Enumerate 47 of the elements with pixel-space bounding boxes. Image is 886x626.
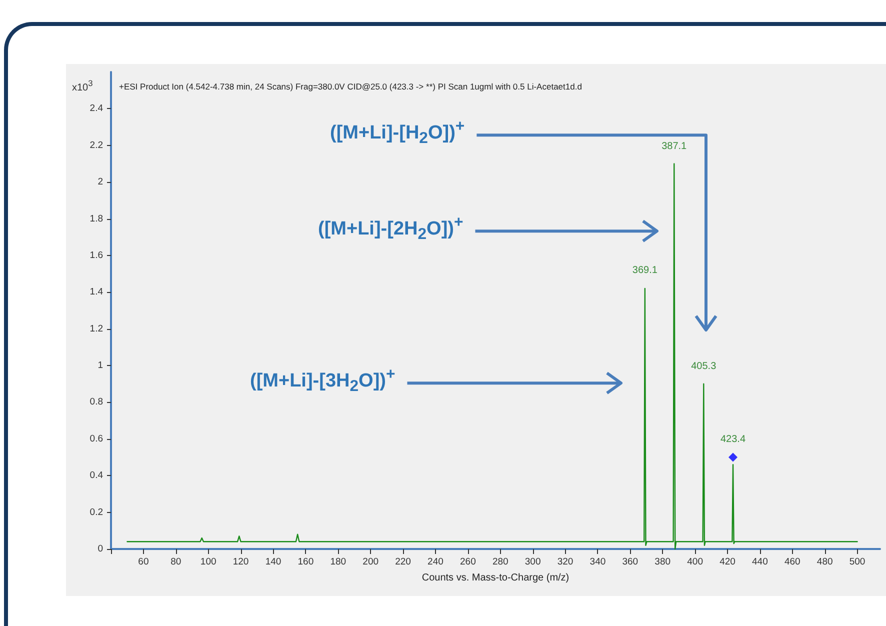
x-tick-label: 60 <box>138 556 149 568</box>
annotation: 423.4 <box>720 434 746 446</box>
x-tick-label: 140 <box>265 556 282 568</box>
annotation: ([M+Li]-[3H$_{2}$O])$^{+}$ <box>250 366 396 396</box>
annotation: ([M+Li]-[2H$_{2}$O])$^{+}$ <box>318 214 464 244</box>
x-tick-label: 320 <box>557 556 574 568</box>
x-tick-label: 340 <box>590 556 606 568</box>
x-tick-label: 400 <box>687 556 703 568</box>
annotation: ([M+Li]-[H$_{2}$O])$^{+}$ <box>330 118 465 148</box>
y-tick-label: 0.2 <box>90 506 103 518</box>
y-tick-label: 0.6 <box>90 433 103 444</box>
x-tick-label: 200 <box>362 556 379 568</box>
y-tick-label: 0 <box>98 544 103 554</box>
x-axis-title: Counts vs. Mass-to-Charge (m/z) <box>422 572 570 584</box>
x-tick-label: 80 <box>170 556 182 568</box>
x-tick-label: 460 <box>784 556 800 568</box>
x-tick-label: 220 <box>395 556 411 568</box>
x-tick-label: 260 <box>460 556 476 568</box>
x-tick-label: 100 <box>200 556 216 568</box>
y-tick-label: 1.2 <box>90 323 103 334</box>
x-tick-label: 500 <box>849 556 866 568</box>
annotation: 369.1 <box>632 265 658 276</box>
y-axis-title: x10$^{3}$ <box>72 78 93 94</box>
y-tick-label: 2.4 <box>90 103 103 114</box>
text: +ESI Product Ion (4.542-4.738 min, 24 Scans) Frag=380.0V CID@25.0 (423.3 -> **) PI Scan 1ugml with 0.5 Li-Acetaet1d.d <box>119 82 582 92</box>
y-tick-label: 2.2 <box>90 140 103 151</box>
y-tick-label: 0.4 <box>90 470 103 482</box>
y-tick-label: 1.6 <box>90 250 103 261</box>
x-tick-label: 480 <box>816 556 833 568</box>
x-tick-label: 420 <box>720 556 736 568</box>
y-tick-label: 0.8 <box>90 396 103 408</box>
annotation: 405.3 <box>691 360 716 372</box>
x-tick-label: 280 <box>492 556 508 568</box>
x-tick-label: 440 <box>752 556 768 568</box>
y-tick-label: 1.4 <box>90 286 103 298</box>
annotation: 387.1 <box>662 140 687 152</box>
y-tick-label: 1.8 <box>90 213 103 224</box>
x-tick-label: 360 <box>622 556 638 568</box>
x-tick-label: 160 <box>298 556 314 568</box>
x-tick-label: 120 <box>232 556 249 568</box>
x-tick-label: 300 <box>524 556 541 568</box>
x-tick-label: 180 <box>330 556 346 568</box>
line-series <box>126 163 858 550</box>
y-tick-label: 2 <box>98 176 103 188</box>
x-tick-label: 380 <box>654 556 671 568</box>
y-tick-label: 1 <box>98 360 103 372</box>
x-tick-label: 240 <box>428 556 444 568</box>
